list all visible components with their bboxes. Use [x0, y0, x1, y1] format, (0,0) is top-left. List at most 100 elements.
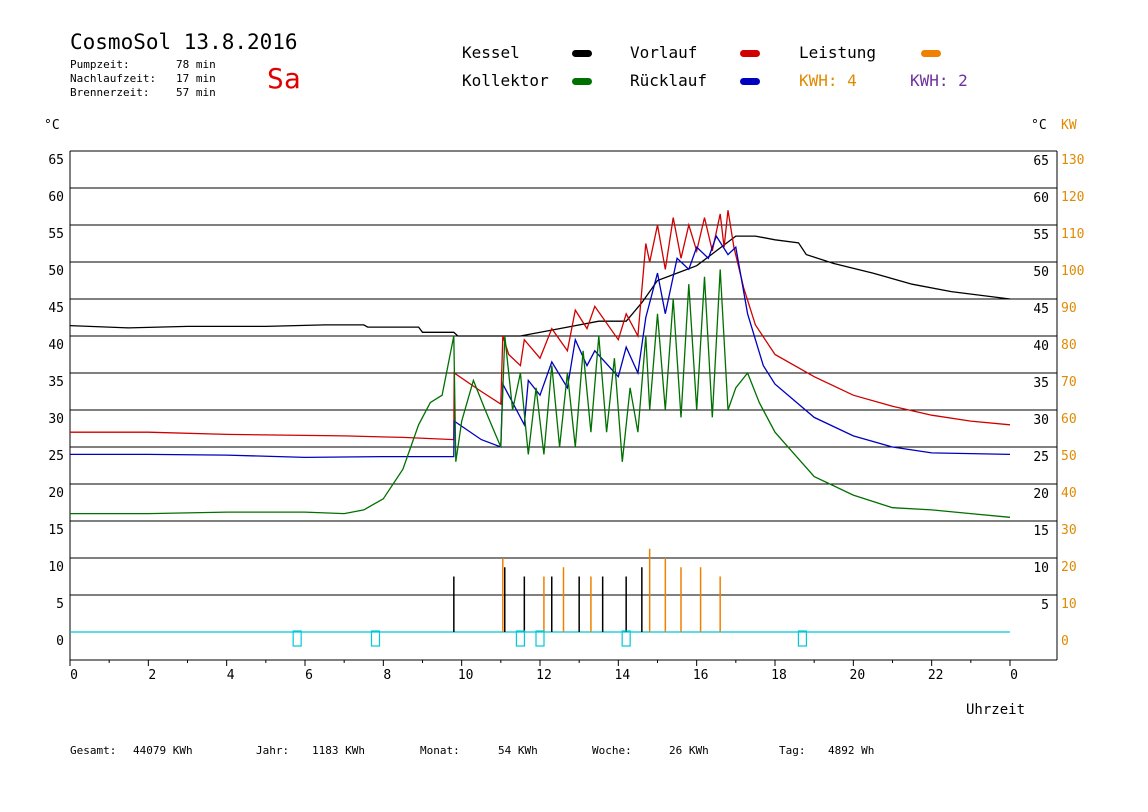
y-tick-label-right-temp: 10: [1033, 561, 1049, 576]
footer-jahr-value: 1183 KWh: [312, 744, 365, 757]
footer-woche-label: Woche:: [592, 744, 632, 757]
y-tick-label-left: 65: [48, 153, 64, 168]
x-tick-label: 20: [850, 668, 866, 683]
y-tick-label-right-temp: 15: [1033, 524, 1049, 539]
y-tick-label-power: 40: [1061, 486, 1077, 501]
y-tick-label-power: 50: [1061, 449, 1077, 464]
footer-monat-value: 54 KWh: [498, 744, 538, 757]
y-tick-label-left: 25: [48, 449, 64, 464]
y-tick-label-right-temp: 40: [1033, 339, 1049, 354]
chart-title: CosmoSol 13.8.2016: [70, 30, 298, 54]
y-tick-label-power: 10: [1061, 597, 1077, 612]
y-axis-unit-right: °C: [1031, 118, 1047, 133]
y-tick-label-power: 30: [1061, 523, 1077, 538]
x-axis-label: Uhrzeit: [966, 702, 1025, 718]
y-tick-label-right-temp: 60: [1033, 191, 1049, 206]
y-tick-label-left: 0: [56, 634, 64, 649]
y-tick-label-power: 20: [1061, 560, 1077, 575]
stat-label-brennerzeit: Brennerzeit:: [70, 86, 150, 99]
legend-kessel: Kessel: [462, 43, 520, 62]
y-tick-label-power: 90: [1061, 301, 1077, 316]
pump-marker: [535, 630, 545, 647]
chart-grid: [70, 150, 1057, 596]
stat-label-nachlaufzeit: Nachlaufzeit:: [70, 72, 157, 85]
x-tick-label: 4: [227, 668, 235, 683]
y-tick-label-power: 80: [1061, 338, 1077, 353]
series-line-kessel: [69, 235, 1011, 337]
y-tick-label-left: 40: [48, 338, 64, 353]
footer-tag-label: Tag:: [779, 744, 806, 757]
y-tick-label-left: 15: [48, 523, 64, 538]
chart-ticks: 0 2 4 6 8 10 12 14 16 18 20 22 005101520253035404550…: [48, 153, 1084, 683]
y-tick-label-left: 20: [48, 486, 64, 501]
footer-tag-value: 4892 Wh: [828, 744, 875, 757]
y-tick-label-left: 50: [48, 264, 64, 279]
y-tick-label-right-temp: 65: [1033, 154, 1049, 169]
series-line-rcklauf: [70, 234, 1011, 459]
legend-ruecklauf: Rücklauf: [630, 71, 708, 90]
y-tick-label-left: 35: [48, 375, 64, 390]
footer-jahr-label: Jahr:: [256, 744, 290, 757]
stat-value-nachlaufzeit: 17 min: [176, 72, 216, 85]
pump-marker: [370, 630, 381, 647]
y-tick-label-right-temp: 5: [1041, 598, 1049, 613]
pump-marker: [621, 630, 631, 647]
weekday-label: Sa: [267, 62, 301, 95]
footer-gesamt-label: Gesamt:: [70, 744, 117, 757]
y-tick-label-right-temp: 25: [1033, 450, 1049, 465]
stat-label-pumpzeit: Pumpzeit:: [70, 58, 130, 71]
y-tick-label-right-temp: 50: [1033, 265, 1049, 280]
pump-marker: [797, 630, 808, 647]
y-tick-label-power: 130: [1061, 153, 1084, 168]
series-line-kollektor: [70, 269, 1011, 518]
y-tick-label-right-temp: 45: [1033, 302, 1049, 317]
y-tick-label-right-temp: 35: [1033, 376, 1049, 391]
legend-vorlauf: Vorlauf: [630, 43, 698, 62]
legend-kessel-swatch: [572, 50, 592, 57]
chart-axes: [69, 151, 1058, 666]
y-tick-label-right-temp: 30: [1033, 413, 1049, 428]
legend-kwh-orange: KWH: 4: [799, 71, 857, 90]
power-spikes: [453, 548, 721, 632]
legend-ruecklauf-swatch: [740, 78, 760, 85]
x-tick-label: 6: [305, 668, 313, 683]
pump-markers: [292, 630, 808, 647]
series-line-vorlauf: [70, 210, 1011, 441]
y-tick-label-left: 45: [48, 301, 64, 316]
x-tick-label: 22: [928, 668, 944, 683]
y-tick-label-power: 70: [1061, 375, 1077, 390]
legend-leistung: Leistung: [799, 43, 877, 62]
x-tick-label: 0: [70, 668, 78, 683]
footer-monat-label: Monat:: [420, 744, 460, 757]
chart-series: [69, 210, 1011, 518]
legend-vorlauf-swatch: [740, 50, 760, 57]
y-tick-label-right-temp: 55: [1033, 228, 1049, 243]
pump-marker: [515, 630, 526, 647]
y-tick-label-power: 100: [1061, 264, 1084, 279]
x-tick-label: 16: [693, 668, 709, 683]
y-axis-unit-left: °C: [44, 118, 60, 133]
legend-leistung-swatch: [921, 50, 941, 57]
footer-gesamt-value: 44079 KWh: [133, 744, 193, 757]
stat-value-brennerzeit: 57 min: [176, 86, 216, 99]
x-tick-label: 18: [771, 668, 787, 683]
legend-kollektor-swatch: [572, 78, 592, 85]
legend-kollektor: Kollektor: [462, 71, 549, 90]
y-tick-label-left: 10: [48, 560, 64, 575]
y-tick-label-left: 30: [48, 412, 64, 427]
y-axis-unit-power: KW: [1061, 118, 1077, 133]
x-tick-label: 8: [383, 668, 391, 683]
stat-value-pumpzeit: 78 min: [176, 58, 216, 71]
pump-marker: [292, 630, 302, 647]
x-tick-label: 2: [148, 668, 156, 683]
footer-woche-value: 26 KWh: [669, 744, 709, 757]
y-tick-label-power: 110: [1061, 227, 1084, 242]
y-tick-label-left: 55: [48, 227, 64, 242]
x-tick-label: 12: [536, 668, 552, 683]
y-tick-label-power: 60: [1061, 412, 1077, 427]
x-tick-label: 10: [458, 668, 474, 683]
y-tick-label-left: 60: [48, 190, 64, 205]
y-tick-label-left: 5: [56, 597, 64, 612]
y-tick-label-right-temp: 20: [1033, 487, 1049, 502]
